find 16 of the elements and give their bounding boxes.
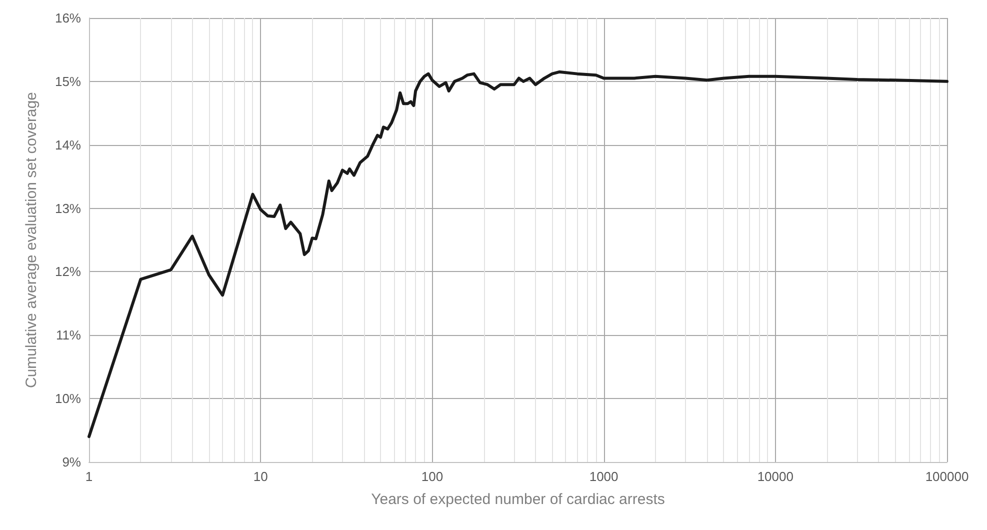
y-tick-label: 16% [54,10,82,26]
y-tick-label: 11% [56,328,82,343]
y-tick-label: 13% [54,200,82,216]
y-tick-label: 15% [54,74,82,89]
x-axis-title: Years of expected number of cardiac arrests [371,491,665,508]
x-tick-label: 10000 [757,469,794,484]
x-tick-label: 1000 [589,469,618,484]
y-tick-label: 9% [62,454,82,470]
y-tick-label: 10% [54,391,82,406]
y-tick-label: 14% [54,137,82,152]
x-tick-label: 10 [253,469,268,484]
x-tick-label: 100000 [925,469,969,484]
y-tick-label: 12% [54,264,82,280]
x-tick-label: 100 [421,469,444,484]
x-tick-label: 1 [85,469,93,484]
y-axis-title: Cumulative average evaluation set coverage [23,92,40,388]
